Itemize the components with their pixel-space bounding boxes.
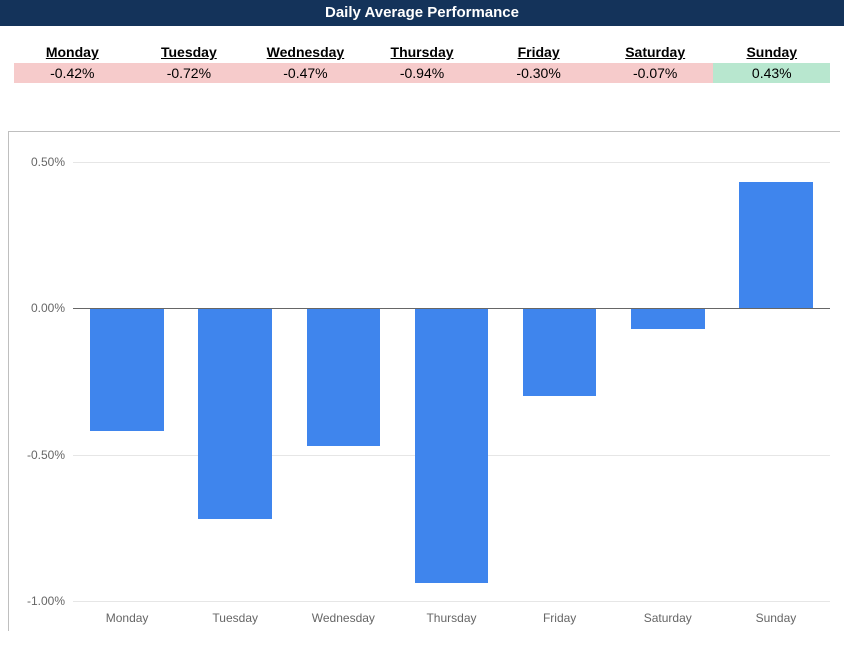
y-tick-label: -0.50% — [13, 448, 65, 462]
y-tick-label: 0.50% — [13, 155, 65, 169]
plot-area: MondayTuesdayWednesdayThursdayFridaySatu… — [73, 162, 830, 601]
x-tick-label: Wednesday — [289, 611, 397, 625]
x-tick-label: Sunday — [722, 611, 830, 625]
bar — [198, 308, 272, 519]
bar-slot — [181, 162, 289, 601]
bar — [307, 308, 381, 446]
summary-value-cell: -0.47% — [247, 63, 364, 83]
summary-header-cell: Sunday — [713, 44, 830, 63]
bar-slot — [289, 162, 397, 601]
bar-slot — [73, 162, 181, 601]
summary-header-cell: Thursday — [364, 44, 481, 63]
bar-chart: MondayTuesdayWednesdayThursdayFridaySatu… — [8, 131, 840, 631]
summary-value-cell: -0.42% — [14, 63, 131, 83]
summary-table: MondayTuesdayWednesdayThursdayFridaySatu… — [0, 44, 844, 83]
summary-header-cell: Friday — [480, 44, 597, 63]
bar — [523, 308, 597, 396]
bar-slot — [506, 162, 614, 601]
x-tick-label: Thursday — [397, 611, 505, 625]
summary-value-cell: -0.07% — [597, 63, 714, 83]
x-tick-label: Monday — [73, 611, 181, 625]
bar-slot — [722, 162, 830, 601]
bar — [90, 308, 164, 431]
summary-header-cell: Tuesday — [131, 44, 248, 63]
x-tick-label: Tuesday — [181, 611, 289, 625]
summary-value-cell: -0.94% — [364, 63, 481, 83]
x-tick-label: Saturday — [614, 611, 722, 625]
summary-value-cell: -0.30% — [480, 63, 597, 83]
bar-slot — [397, 162, 505, 601]
summary-header-row: MondayTuesdayWednesdayThursdayFridaySatu… — [0, 44, 844, 63]
bar-slot — [614, 162, 722, 601]
x-axis-labels: MondayTuesdayWednesdayThursdayFridaySatu… — [73, 611, 830, 625]
y-tick-label: -1.00% — [13, 594, 65, 608]
y-tick-label: 0.00% — [13, 301, 65, 315]
bar — [415, 308, 489, 583]
grid-line — [73, 601, 830, 602]
bars-container — [73, 162, 830, 601]
summary-header-cell: Saturday — [597, 44, 714, 63]
summary-value-cell: -0.72% — [131, 63, 248, 83]
bar — [739, 182, 813, 308]
bar — [631, 308, 705, 328]
summary-value-cell: 0.43% — [713, 63, 830, 83]
page-title: Daily Average Performance — [0, 0, 844, 26]
summary-header-cell: Monday — [14, 44, 131, 63]
summary-header-cell: Wednesday — [247, 44, 364, 63]
zero-line — [73, 308, 830, 309]
summary-value-row: -0.42%-0.72%-0.47%-0.94%-0.30%-0.07%0.43… — [0, 63, 844, 83]
x-tick-label: Friday — [506, 611, 614, 625]
